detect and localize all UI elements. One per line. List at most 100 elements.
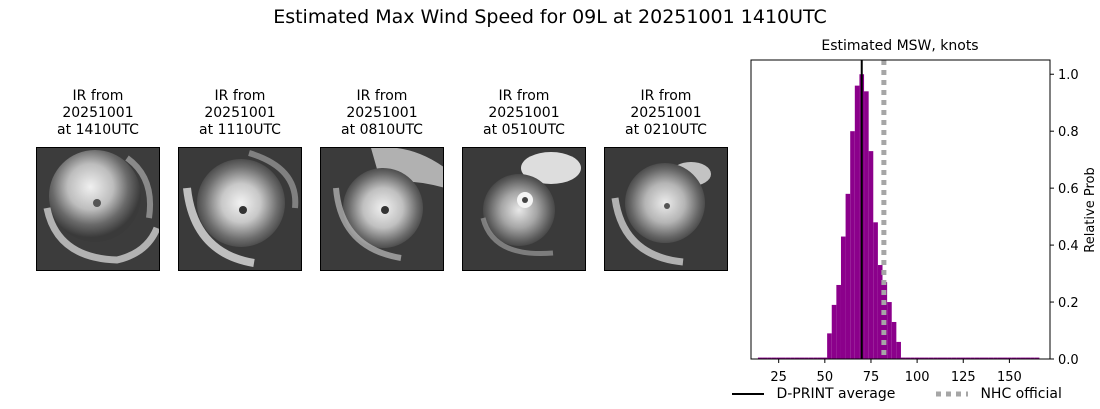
histogram-bar-24 bbox=[868, 151, 874, 359]
histogram-bar-18 bbox=[840, 236, 846, 359]
chart-title: Estimated MSW, knots bbox=[821, 38, 978, 54]
page-title: Estimated Max Wind Speed for 09L at 2025… bbox=[273, 6, 827, 28]
histogram-bar-41 bbox=[947, 357, 952, 359]
ir-panel-3: IR from 20251001 at 0810UTC bbox=[312, 88, 452, 271]
ir-panel-label: IR from 20251001 at 0210UTC bbox=[625, 88, 707, 138]
histogram-bar-10 bbox=[804, 357, 809, 359]
histogram-bar-35 bbox=[919, 357, 925, 359]
histogram-bar-42 bbox=[951, 357, 957, 359]
ir-satellite-image bbox=[178, 147, 302, 271]
ir-panel-label: IR from 20251001 at 0510UTC bbox=[483, 88, 565, 138]
histogram-bar-1 bbox=[762, 357, 768, 359]
histogram-bar-37 bbox=[928, 357, 934, 359]
histogram-bar-38 bbox=[933, 357, 938, 359]
y-tick-label: 0.8 bbox=[1058, 125, 1079, 140]
histogram-bar-21 bbox=[854, 85, 860, 359]
histogram-bar-44 bbox=[960, 357, 966, 359]
histogram-bar-17 bbox=[836, 284, 841, 359]
histogram-bar-8 bbox=[794, 357, 800, 359]
histogram-bar-52 bbox=[997, 357, 1003, 359]
y-tick-label: 0.0 bbox=[1058, 353, 1079, 368]
histogram-bar-0 bbox=[757, 357, 763, 359]
histogram-bar-50 bbox=[988, 357, 994, 359]
ir-panel-4: IR from 20251001 at 0510UTC bbox=[454, 88, 594, 271]
histogram-bar-34 bbox=[914, 357, 920, 359]
y-axis-label: Relative Prob bbox=[1083, 167, 1098, 252]
plot-frame bbox=[750, 59, 1051, 360]
histogram-bar-30 bbox=[896, 341, 901, 359]
histogram-bar-25 bbox=[873, 222, 878, 359]
ir-satellite-image bbox=[604, 147, 728, 271]
ir-satellite-image bbox=[36, 147, 160, 271]
x-tick-label: 50 bbox=[817, 370, 834, 385]
x-tick-label: 25 bbox=[770, 370, 787, 385]
histogram-bars bbox=[757, 74, 1040, 360]
x-axis-ticks: 25 50 75 100 125 150 bbox=[770, 359, 1022, 385]
histogram-bar-15 bbox=[827, 333, 832, 359]
histogram-bar-12 bbox=[813, 357, 818, 359]
legend-item-nhc: NHC official bbox=[936, 386, 1062, 402]
ir-panel-1: IR from 20251001 at 1410UTC bbox=[28, 88, 168, 271]
legend-label-nhc: NHC official bbox=[980, 386, 1062, 402]
histogram-bar-28 bbox=[887, 302, 892, 359]
solid-line-icon bbox=[732, 393, 764, 395]
histogram-bar-45 bbox=[965, 357, 971, 359]
histogram-bar-29 bbox=[891, 321, 897, 359]
histogram-bar-31 bbox=[900, 357, 906, 359]
x-tick-label: 100 bbox=[905, 370, 930, 385]
histogram-bar-59 bbox=[1030, 357, 1035, 359]
ir-panel-label: IR from 20251001 at 1110UTC bbox=[199, 88, 281, 138]
histogram-bar-47 bbox=[974, 357, 980, 359]
y-tick-label: 0.2 bbox=[1058, 296, 1079, 311]
histogram-bar-7 bbox=[790, 357, 795, 359]
legend-item-dprint: D-PRINT average bbox=[732, 386, 895, 402]
histogram-bar-9 bbox=[799, 357, 805, 359]
histogram-bar-39 bbox=[937, 357, 943, 359]
histogram-bar-60 bbox=[1034, 357, 1040, 359]
ir-satellite-image bbox=[462, 147, 586, 271]
ir-panel-2: IR from 20251001 at 1110UTC bbox=[170, 88, 310, 271]
histogram-bar-3 bbox=[771, 357, 777, 359]
histogram-bar-11 bbox=[808, 357, 814, 359]
histogram-bar-14 bbox=[822, 357, 828, 359]
y-tick-label: 0.6 bbox=[1058, 182, 1079, 197]
histogram-bar-26 bbox=[877, 265, 883, 359]
y-axis-ticks: 0.0 0.2 0.4 0.6 0.8 1.0 bbox=[1050, 68, 1079, 368]
x-tick-label: 75 bbox=[863, 370, 880, 385]
histogram-bar-32 bbox=[905, 357, 911, 359]
histogram-bar-33 bbox=[910, 357, 915, 359]
histogram-bar-20 bbox=[850, 131, 855, 359]
ir-satellite-image bbox=[320, 147, 444, 271]
histogram-bar-53 bbox=[1002, 357, 1008, 359]
y-tick-label: 0.4 bbox=[1058, 239, 1079, 254]
histogram-bar-49 bbox=[984, 357, 989, 359]
histogram-bar-16 bbox=[831, 304, 837, 359]
x-tick-label: 125 bbox=[951, 370, 976, 385]
y-tick-label: 1.0 bbox=[1058, 68, 1079, 83]
histogram-bar-5 bbox=[780, 357, 786, 359]
histogram-bar-13 bbox=[817, 357, 823, 359]
legend-label-dprint: D-PRINT average bbox=[776, 386, 896, 402]
ir-panel-label: IR from 20251001 at 1410UTC bbox=[57, 88, 139, 138]
histogram-bar-2 bbox=[767, 357, 772, 359]
histogram-bar-43 bbox=[956, 357, 961, 359]
dotted-line-icon bbox=[936, 391, 968, 397]
histogram-bar-4 bbox=[776, 357, 781, 359]
histogram-bar-54 bbox=[1007, 357, 1012, 359]
histogram-bar-57 bbox=[1020, 357, 1026, 359]
histogram-bar-51 bbox=[993, 357, 998, 359]
histogram-bar-36 bbox=[924, 357, 929, 359]
histogram-bar-48 bbox=[979, 357, 985, 359]
histogram-bar-6 bbox=[785, 357, 791, 359]
histogram-bar-46 bbox=[970, 357, 975, 359]
ir-panel-5: IR from 20251001 at 0210UTC bbox=[596, 88, 736, 271]
histogram-bar-40 bbox=[942, 357, 948, 359]
x-tick-label: 150 bbox=[997, 370, 1022, 385]
reference-lines bbox=[860, 60, 887, 359]
histogram-bar-58 bbox=[1025, 357, 1031, 359]
ir-panel-label: IR from 20251001 at 0810UTC bbox=[341, 88, 423, 138]
histogram-bar-56 bbox=[1016, 357, 1021, 359]
histogram-bar-23 bbox=[864, 91, 869, 360]
histogram-bar-19 bbox=[845, 193, 851, 359]
